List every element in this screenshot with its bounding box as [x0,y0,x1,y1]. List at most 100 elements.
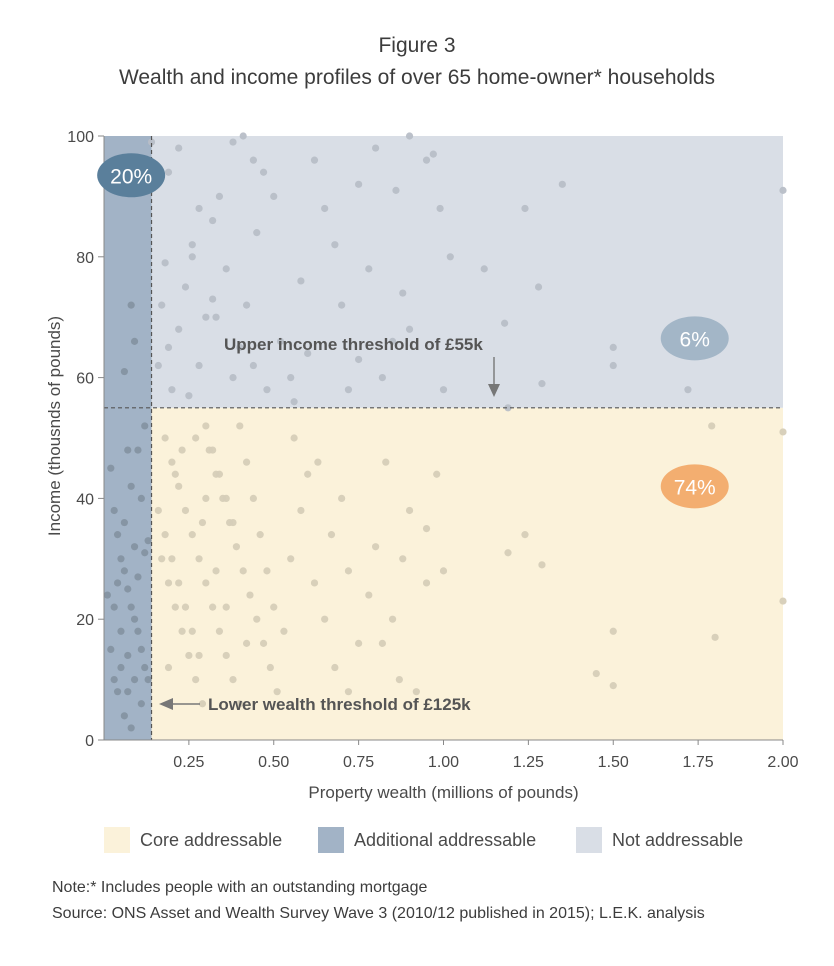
data-point [202,422,210,430]
data-point [331,663,339,672]
chart-title: Wealth and income profiles of over 65 ho… [118,66,716,89]
data-point [378,639,386,647]
data-point [181,283,190,291]
data-point [344,386,353,394]
data-point [372,144,380,152]
data-point [405,506,414,515]
data-point [501,319,509,327]
legend-swatch [318,827,344,853]
data-point [178,446,186,454]
data-point [273,688,281,696]
legend-label: Not addressable [612,829,744,850]
data-point [538,380,546,388]
data-point [232,543,241,551]
data-point [127,482,135,490]
data-point [355,180,363,188]
data-point [344,567,353,575]
data-point [130,337,139,345]
data-point [246,591,254,599]
points-layer [103,132,787,732]
data-point [338,494,346,502]
data-point [480,265,488,273]
data-point [137,700,145,708]
data-point [287,374,295,382]
data-point [327,531,336,539]
data-point [242,458,251,466]
data-point [372,543,380,551]
data-point [256,531,264,539]
data-point [124,688,132,696]
data-point [504,404,512,412]
data-point [124,446,132,454]
x-tick-label: 0.25 [173,754,204,771]
data-point [253,229,261,237]
data-point [538,561,546,569]
data-point [331,241,339,249]
data-point [188,241,196,249]
data-point [321,204,329,213]
data-point [215,192,224,200]
x-tick-label: 1.50 [598,754,629,771]
data-point [161,434,169,442]
data-point [280,627,288,635]
data-point [779,186,787,194]
data-point [164,343,173,351]
legend: Core addressable Additional addressable No… [104,824,804,856]
data-point [147,138,156,146]
data-point [321,615,329,623]
scatter-chart: 0 20 40 60 80 100 0.25 0.50 0.75 1.00 1.25 1.50 1.75… [45,129,799,802]
data-point [144,676,152,684]
data-point [266,663,274,672]
data-point [198,518,207,527]
share-bubble [97,153,166,198]
data-point [110,506,118,515]
data-point [242,639,251,647]
data-point [202,313,210,321]
data-point [188,531,196,539]
data-point [168,386,176,394]
data-point [249,156,257,164]
x-tick-label: 0.75 [343,754,374,771]
data-point [209,295,217,303]
y-tick-label: 40 [76,491,94,508]
data-point [314,458,322,466]
data-point [209,216,217,225]
data-point [222,265,230,273]
data-point [164,663,173,672]
data-point [209,603,217,611]
data-point [684,386,692,394]
data-point [113,579,122,587]
data-point [130,543,139,551]
data-point [263,567,271,575]
data-point [229,518,237,527]
data-point [534,283,543,291]
data-point [195,361,203,370]
data-point [195,204,203,213]
data-point [185,651,193,660]
data-point [117,555,125,563]
data-point [344,688,353,696]
wealth-threshold-label: Lower wealth threshold of £125k [208,695,471,714]
data-point [110,603,118,611]
data-point [124,585,132,593]
data-point [192,676,200,684]
data-point [355,355,363,364]
data-point [249,494,257,502]
y-tick-label: 80 [76,250,94,267]
data-point [779,428,787,436]
data-point [779,597,787,605]
data-point [242,301,251,309]
data-point [141,549,149,557]
figure-number: Figure 3 [378,34,456,57]
data-point [609,343,617,351]
y-tick-label: 60 [76,371,94,388]
data-point [171,470,179,478]
data-point [113,531,122,539]
x-tick-label: 1.00 [428,754,459,771]
data-point [249,361,257,370]
data-point [181,506,190,515]
data-point [164,579,173,587]
data-point [120,567,128,575]
threshold-layer [104,136,783,740]
data-point [609,627,617,635]
